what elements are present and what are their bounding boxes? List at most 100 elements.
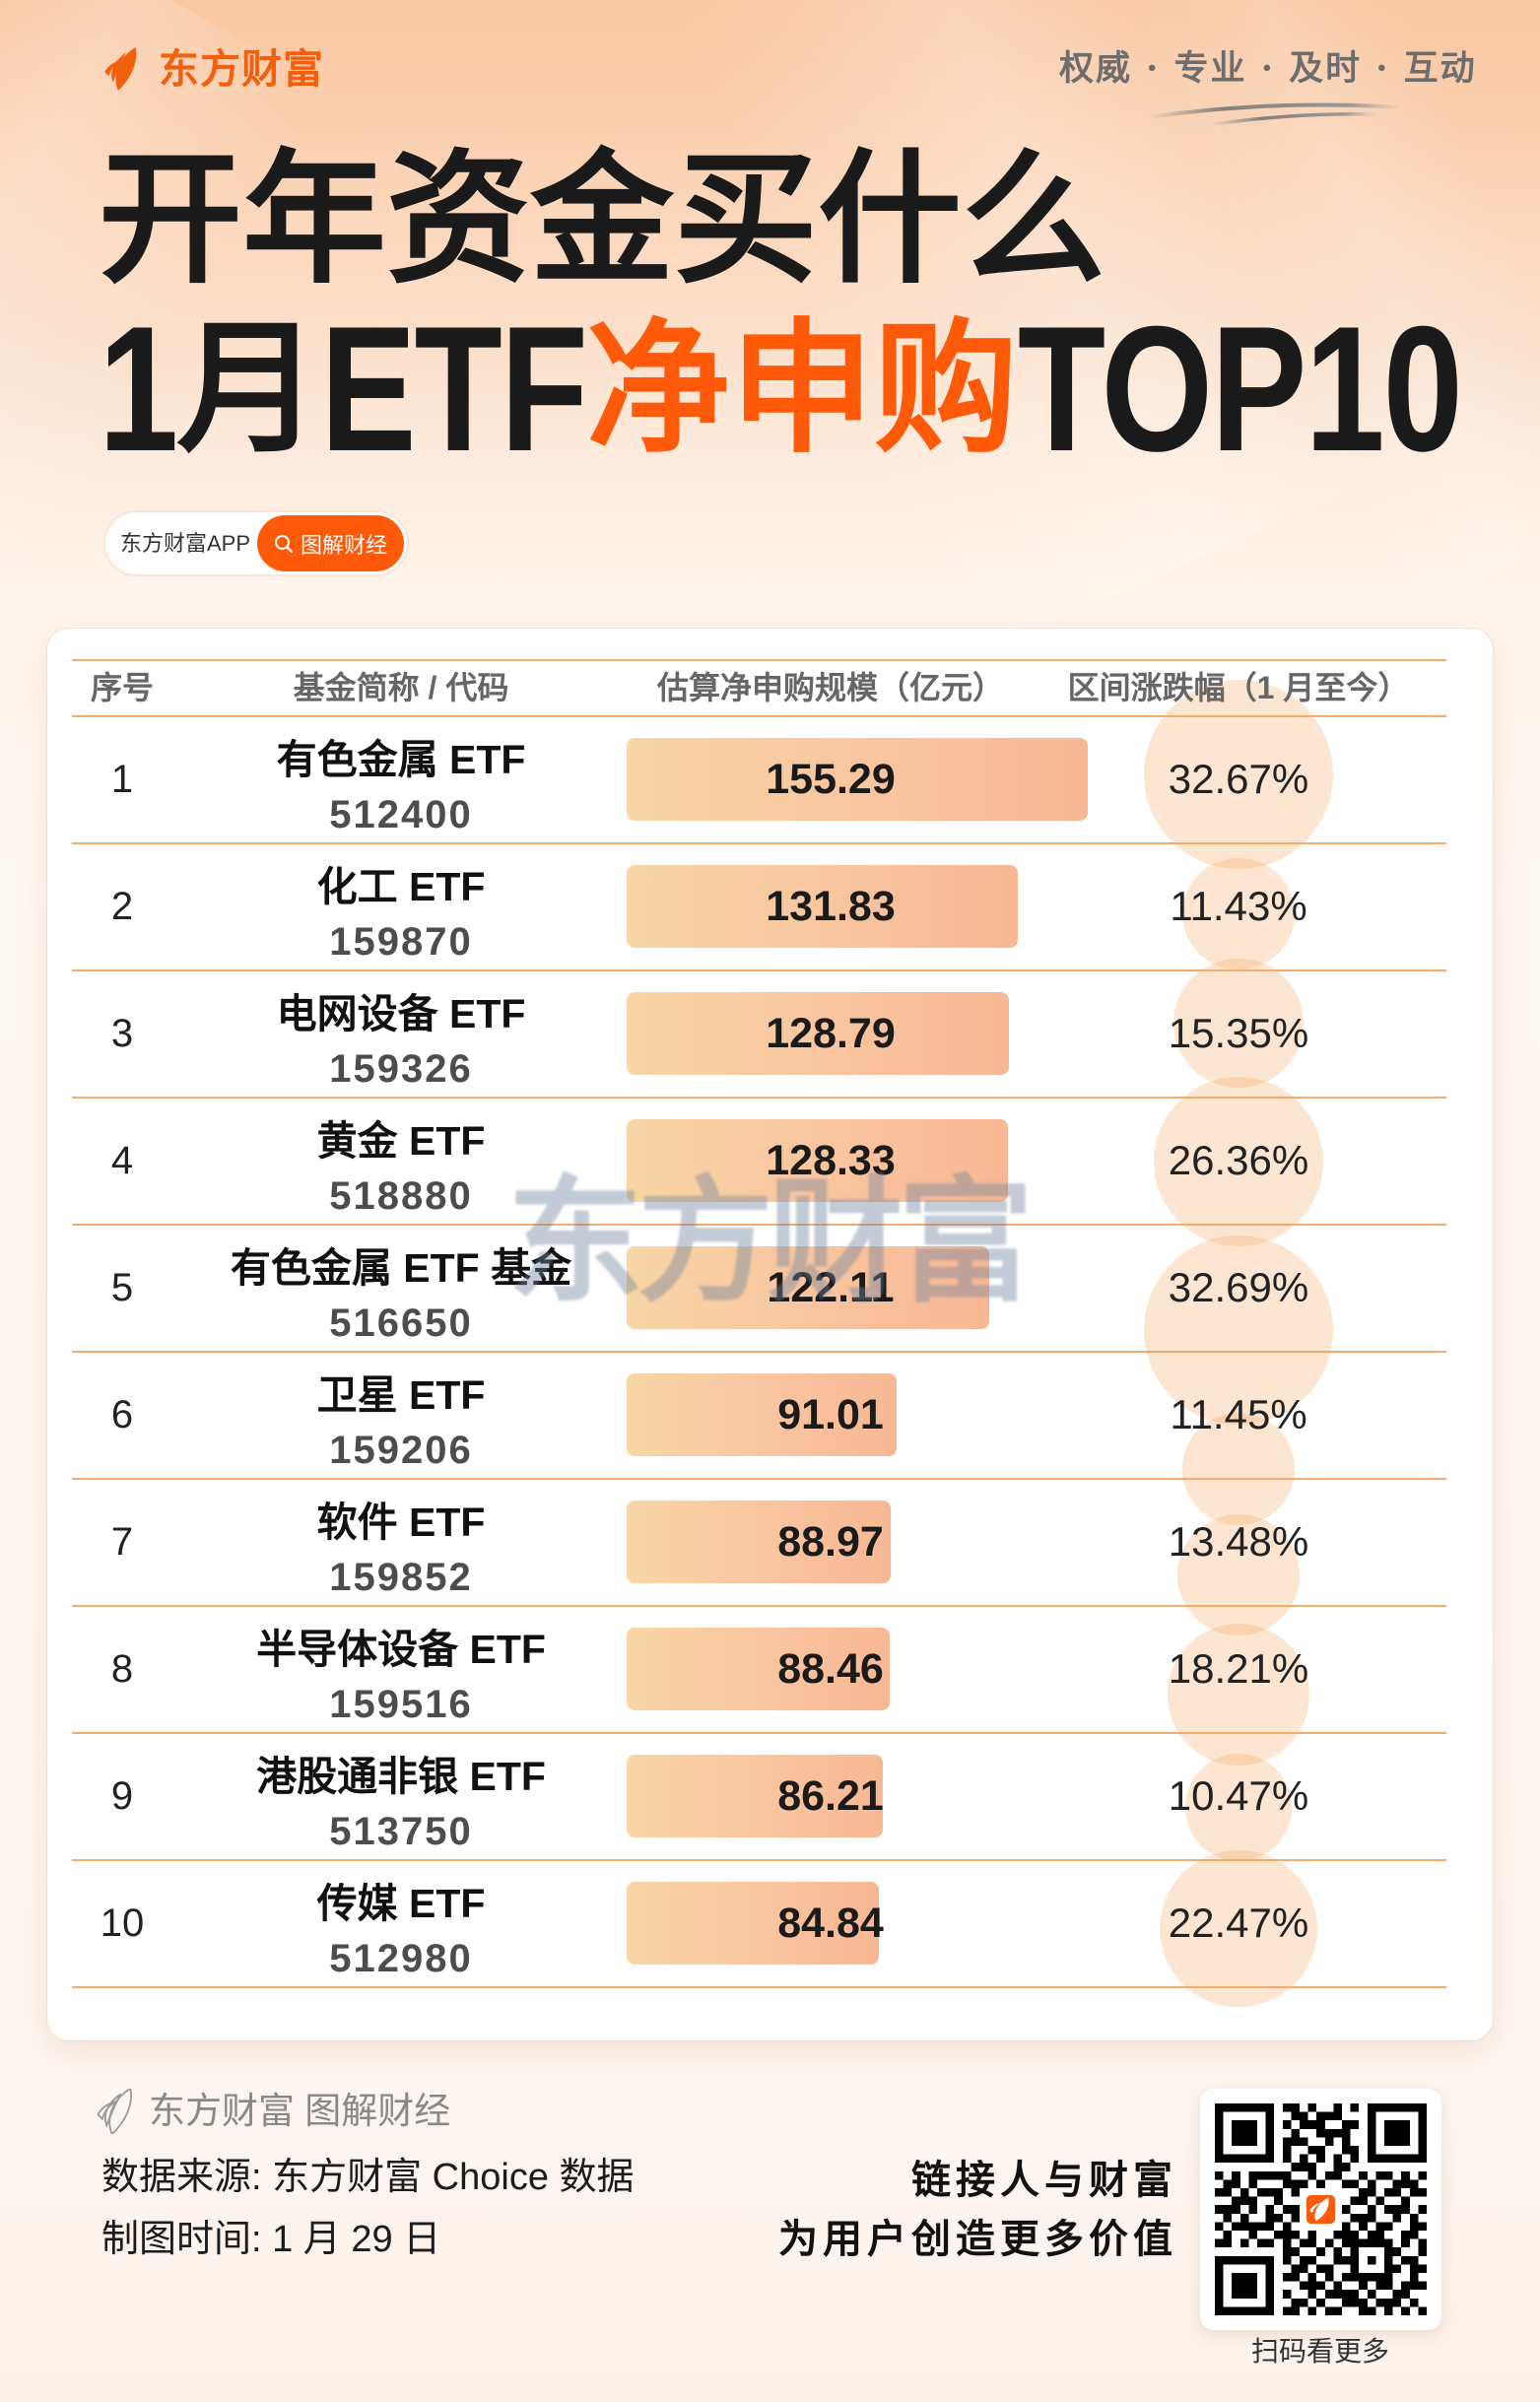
- table-row: 3 电网设备 ETF 159326 128.79 15.35%: [72, 971, 1446, 1099]
- chart-date: 制图时间: 1 月 29 日: [101, 2219, 441, 2260]
- net-subscription-bar: [627, 738, 1088, 821]
- qr-code: [1215, 2103, 1427, 2315]
- app-tag-pill: 东方财富APP 图解财经: [103, 510, 409, 576]
- title-top10: TOP10: [1017, 289, 1463, 489]
- change-percent: 13.48%: [1168, 1518, 1309, 1565]
- fund-cell: 黄金 ETF 518880: [204, 1113, 598, 1224]
- fund-name: 卫星 ETF: [316, 1372, 486, 1418]
- fund-name: 电网设备 ETF: [276, 991, 526, 1036]
- net-subscription-bar: [627, 1373, 898, 1456]
- net-subscription-bar: [627, 1755, 883, 1837]
- fund-code: 512400: [329, 793, 473, 836]
- change-percent: 22.47%: [1168, 1900, 1309, 1946]
- header-rank: 序号: [90, 670, 154, 705]
- fund-cell: 有色金属 ETF 512400: [204, 732, 598, 842]
- rank: 6: [110, 1393, 134, 1436]
- rank: 4: [110, 1139, 134, 1182]
- net-subscription-bar: [627, 1119, 1008, 1202]
- net-subscription-bar: [627, 1882, 879, 1965]
- fund-cell: 有色金属 ETF 基金 516650: [204, 1240, 598, 1351]
- qr-center-logo-icon: [1306, 2194, 1336, 2225]
- net-subscription-value: 88.46: [777, 1645, 884, 1693]
- change-percent: 11.43%: [1170, 883, 1307, 929]
- brand-logo: 东方财富: [103, 45, 324, 93]
- net-subscription-bar: [627, 992, 1010, 1075]
- change-percent: 18.21%: [1168, 1645, 1309, 1692]
- header-fund: 基金简称 / 代码: [293, 670, 509, 705]
- fund-name: 黄金 ETF: [316, 1118, 486, 1164]
- net-subscription-value: 128.33: [766, 1137, 896, 1184]
- rank: 5: [110, 1266, 134, 1309]
- table-row: 4 黄金 ETF 518880 128.33 26.36%: [72, 1099, 1446, 1226]
- fund-code: 159852: [329, 1556, 473, 1599]
- fund-cell: 半导体设备 ETF 159516: [204, 1622, 598, 1732]
- table-row: 2 化工 ETF 159870 131.83 11.43%: [72, 844, 1446, 971]
- fund-cell: 化工 ETF 159870: [204, 859, 598, 969]
- header-change: 区间涨跌幅（1 月至今）: [1067, 670, 1410, 705]
- rank: 3: [110, 1012, 134, 1055]
- data-source: 数据来源: 东方财富 Choice 数据: [101, 2157, 635, 2198]
- title-line-1: 开年资金买什么: [99, 139, 1105, 300]
- title-month-char: 月: [176, 308, 321, 469]
- fund-name: 化工 ETF: [316, 864, 486, 909]
- fund-cell: 电网设备 ETF 159326: [204, 986, 598, 1097]
- net-subscription-bar: [627, 1628, 890, 1710]
- fund-cell: 软件 ETF 159852: [204, 1495, 598, 1605]
- table-row: 9 港股通非银 ETF 513750 86.21 10.47%: [72, 1734, 1446, 1861]
- header-net-subscription: 估算净申购规模（亿元）: [656, 670, 1004, 705]
- rank: 2: [110, 885, 134, 928]
- motto-line-1: 链接人与财富: [911, 2159, 1177, 2202]
- table-header: 序号 基金简称 / 代码 估算净申购规模（亿元） 区间涨跌幅（1 月至今）: [72, 659, 1446, 717]
- title-month-number: 1: [99, 289, 178, 489]
- table-row: 6 卫星 ETF 159206 91.01 11.45%: [72, 1353, 1446, 1480]
- fund-code: 159870: [329, 920, 473, 964]
- fund-name: 软件 ETF: [316, 1500, 486, 1545]
- table-row: 1 有色金属 ETF 512400 155.29 32.67%: [72, 717, 1446, 844]
- fund-name: 港股通非银 ETF: [256, 1754, 546, 1799]
- net-subscription-value: 84.84: [777, 1900, 884, 1947]
- fund-cell: 港股通非银 ETF 513750: [204, 1749, 598, 1859]
- net-subscription-bar: [627, 1246, 989, 1329]
- fund-code: 159326: [329, 1047, 473, 1091]
- net-subscription-value: 88.97: [777, 1518, 884, 1566]
- brand-feather-icon: [104, 47, 137, 91]
- rank: 8: [110, 1647, 134, 1691]
- footer-brand: 东方财富 图解财经: [96, 2088, 450, 2135]
- fund-code: 516650: [329, 1301, 473, 1345]
- change-percent: 15.35%: [1168, 1010, 1309, 1056]
- footer-brand-text: 东方财富 图解财经: [149, 2091, 451, 2131]
- net-subscription-value: 122.11: [767, 1264, 895, 1311]
- change-percent: 32.67%: [1168, 756, 1309, 802]
- title-etf: ETF: [320, 289, 588, 489]
- fund-cell: 卫星 ETF 159206: [204, 1368, 598, 1478]
- table-row: 7 软件 ETF 159852 88.97 13.48%: [72, 1480, 1446, 1607]
- table-row: 10 传媒 ETF 512980 84.84 22.47%: [72, 1861, 1446, 1988]
- net-subscription-bar: [627, 865, 1019, 948]
- fund-cell: 传媒 ETF 512980: [204, 1876, 598, 1986]
- rank: 9: [110, 1774, 134, 1818]
- net-subscription-value: 128.79: [766, 1010, 896, 1057]
- change-percent: 32.69%: [1168, 1264, 1309, 1310]
- fund-name: 有色金属 ETF 基金: [230, 1245, 572, 1291]
- table-row: 5 有色金属 ETF 基金 516650 122.11 32.69%: [72, 1226, 1446, 1353]
- net-subscription-value: 155.29: [766, 756, 896, 803]
- fund-code: 159206: [329, 1429, 473, 1472]
- app-label: 东方财富APP: [120, 531, 251, 556]
- change-percent: 26.36%: [1168, 1137, 1309, 1183]
- change-percent: 11.45%: [1170, 1391, 1307, 1437]
- rank: 7: [110, 1520, 134, 1564]
- net-subscription-value: 131.83: [766, 883, 896, 930]
- change-percent: 10.47%: [1168, 1772, 1309, 1819]
- qr-caption: 扫码看更多: [1250, 2336, 1389, 2367]
- brand-feather-outline-icon: [97, 2089, 132, 2134]
- ranking-table: 序号 基金简称 / 代码 估算净申购规模（亿元） 区间涨跌幅（1 月至今） 1 …: [72, 659, 1446, 2007]
- fund-name: 有色金属 ETF: [276, 737, 526, 782]
- title-line-2: 1 月 ETF 净申购 TOP10: [99, 289, 1463, 488]
- qr-code-card: [1200, 2089, 1441, 2330]
- fund-name: 半导体设备 ETF: [256, 1627, 546, 1672]
- ranking-card: 序号 基金简称 / 代码 估算净申购规模（亿元） 区间涨跌幅（1 月至今） 1 …: [47, 629, 1493, 2040]
- rank: 10: [100, 1902, 145, 1945]
- search-button[interactable]: 图解财经: [257, 515, 404, 571]
- page-title: 开年资金买什么 1 月 ETF 净申购 TOP10: [99, 135, 1463, 488]
